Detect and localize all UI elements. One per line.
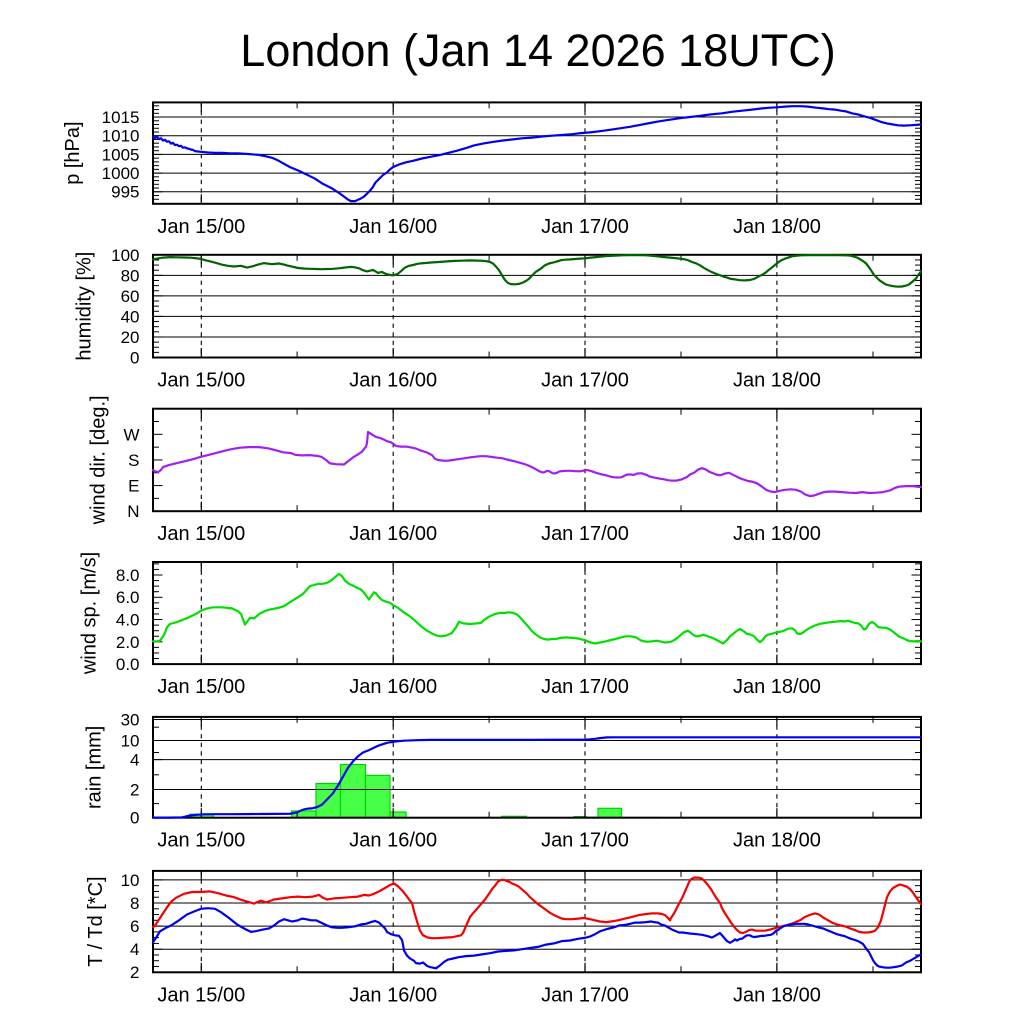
svg-text:Jan 15/00: Jan 15/00 bbox=[157, 676, 245, 698]
svg-text:p [hPa]: p [hPa] bbox=[62, 121, 84, 184]
svg-text:Jan 18/00: Jan 18/00 bbox=[733, 830, 821, 852]
svg-text:T / Td [*C]: T / Td [*C] bbox=[85, 876, 107, 966]
svg-text:Jan 17/00: Jan 17/00 bbox=[541, 830, 629, 852]
svg-text:Jan 15/00: Jan 15/00 bbox=[157, 984, 245, 1006]
svg-text:Jan 18/00: Jan 18/00 bbox=[733, 676, 821, 698]
svg-text:995: 995 bbox=[111, 183, 139, 202]
svg-text:1000: 1000 bbox=[102, 164, 140, 183]
svg-text:Jan 15/00: Jan 15/00 bbox=[157, 216, 245, 238]
svg-text:Jan 17/00: Jan 17/00 bbox=[541, 370, 629, 392]
svg-text:20: 20 bbox=[121, 328, 140, 347]
svg-text:30: 30 bbox=[121, 711, 140, 730]
svg-text:Jan 18/00: Jan 18/00 bbox=[733, 523, 821, 545]
svg-text:2: 2 bbox=[130, 963, 139, 982]
svg-text:Jan 16/00: Jan 16/00 bbox=[349, 676, 437, 698]
svg-text:8: 8 bbox=[130, 894, 139, 913]
svg-text:Jan 18/00: Jan 18/00 bbox=[733, 370, 821, 392]
svg-text:Jan 16/00: Jan 16/00 bbox=[349, 523, 437, 545]
svg-text:S: S bbox=[128, 451, 139, 470]
svg-text:Jan 15/00: Jan 15/00 bbox=[157, 523, 245, 545]
svg-text:4: 4 bbox=[130, 940, 139, 959]
svg-text:6.0: 6.0 bbox=[116, 588, 140, 607]
svg-text:2: 2 bbox=[130, 781, 139, 800]
svg-text:Jan 17/00: Jan 17/00 bbox=[541, 676, 629, 698]
svg-text:1005: 1005 bbox=[102, 145, 140, 164]
svg-text:60: 60 bbox=[121, 287, 140, 306]
svg-text:wind dir. [deg.]: wind dir. [deg.] bbox=[87, 395, 109, 525]
svg-text:humidity [%]: humidity [%] bbox=[73, 252, 95, 361]
svg-text:2.0: 2.0 bbox=[116, 633, 140, 652]
svg-text:10: 10 bbox=[121, 732, 140, 751]
svg-text:W: W bbox=[123, 425, 139, 444]
svg-text:10: 10 bbox=[121, 871, 140, 890]
svg-text:80: 80 bbox=[121, 266, 140, 285]
svg-text:Jan 18/00: Jan 18/00 bbox=[733, 984, 821, 1006]
svg-text:N: N bbox=[127, 502, 139, 521]
svg-text:Jan 17/00: Jan 17/00 bbox=[541, 523, 629, 545]
svg-text:1010: 1010 bbox=[102, 127, 140, 146]
svg-text:wind sp. [m/s]: wind sp. [m/s] bbox=[78, 552, 100, 675]
svg-text:Jan 16/00: Jan 16/00 bbox=[349, 370, 437, 392]
svg-text:Jan 18/00: Jan 18/00 bbox=[733, 216, 821, 238]
svg-text:8.0: 8.0 bbox=[116, 566, 140, 585]
svg-text:0: 0 bbox=[130, 348, 139, 367]
svg-text:Jan 17/00: Jan 17/00 bbox=[541, 984, 629, 1006]
svg-text:4.0: 4.0 bbox=[116, 611, 140, 630]
svg-text:1015: 1015 bbox=[102, 108, 140, 127]
svg-text:6: 6 bbox=[130, 917, 139, 936]
svg-text:0: 0 bbox=[130, 809, 139, 828]
svg-text:Jan 16/00: Jan 16/00 bbox=[349, 830, 437, 852]
svg-text:E: E bbox=[128, 477, 139, 496]
svg-text:Jan 15/00: Jan 15/00 bbox=[157, 370, 245, 392]
svg-text:Jan 16/00: Jan 16/00 bbox=[349, 984, 437, 1006]
svg-text:4: 4 bbox=[130, 751, 139, 770]
svg-text:rain [mm]: rain [mm] bbox=[83, 726, 105, 809]
svg-text:Jan 16/00: Jan 16/00 bbox=[349, 216, 437, 238]
svg-text:London (Jan 14 2026 18UTC): London (Jan 14 2026 18UTC) bbox=[240, 25, 835, 76]
svg-text:40: 40 bbox=[121, 307, 140, 326]
svg-text:0.0: 0.0 bbox=[116, 655, 140, 674]
svg-text:Jan 15/00: Jan 15/00 bbox=[157, 830, 245, 852]
svg-text:Jan 17/00: Jan 17/00 bbox=[541, 216, 629, 238]
svg-text:100: 100 bbox=[111, 246, 139, 265]
